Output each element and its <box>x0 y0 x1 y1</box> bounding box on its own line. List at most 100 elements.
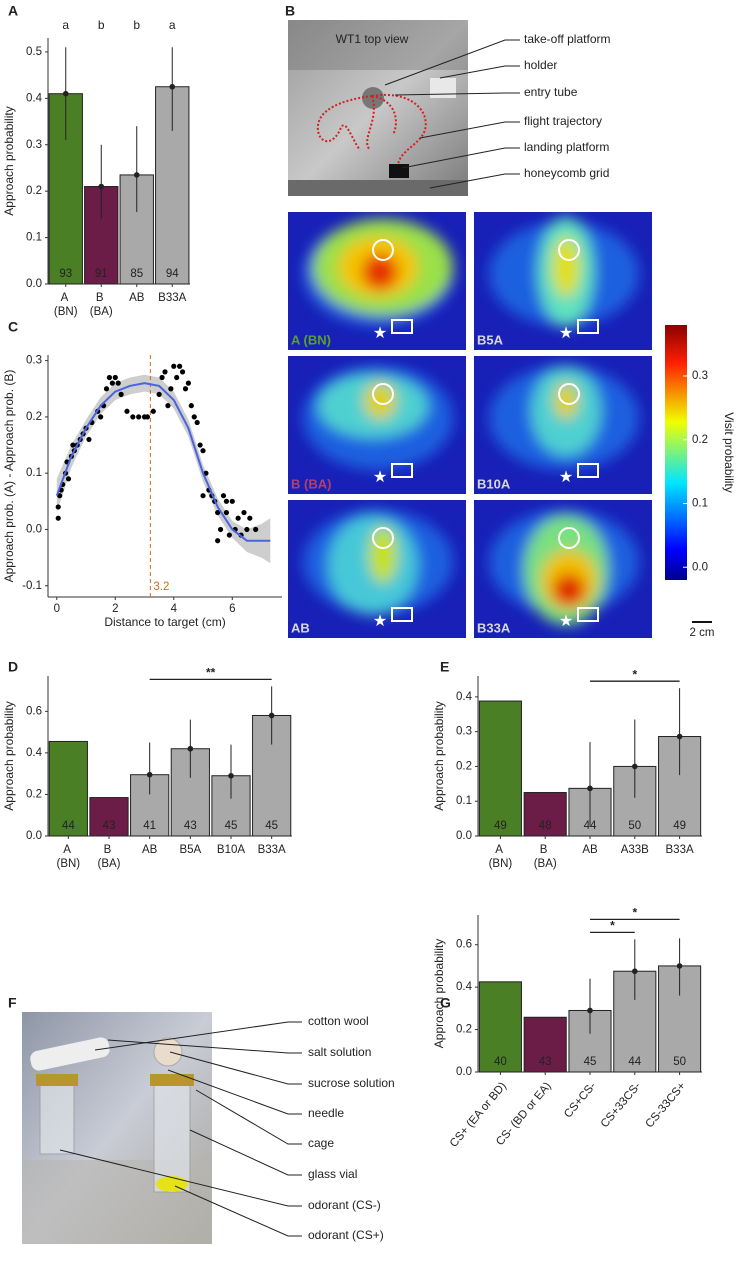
point <box>229 498 235 504</box>
x-tick-label: B5A <box>179 844 201 856</box>
y-tick-label: 0.4 <box>456 981 473 993</box>
callout-label: odorant (CS+) <box>308 1228 384 1242</box>
landing-marker <box>391 607 413 622</box>
heatmap-blobs <box>303 510 453 615</box>
landing-marker <box>577 463 599 478</box>
n-label: 49 <box>494 820 507 832</box>
mean-point <box>187 745 194 752</box>
point <box>159 374 165 381</box>
point <box>177 363 183 369</box>
point <box>194 419 200 426</box>
y-tick-label: 0.3 <box>26 139 42 151</box>
point <box>223 509 230 516</box>
mean-point <box>676 733 683 740</box>
point <box>200 493 206 499</box>
x-tick-label: AB <box>582 844 598 856</box>
y-tick-label: 0.4 <box>456 691 473 703</box>
x-tick-label: AB <box>142 844 158 856</box>
heatmap: ★ AB <box>288 500 466 638</box>
bar <box>478 981 522 1073</box>
x-tick-label: 4 <box>171 603 178 615</box>
y-axis-label: Approach probability <box>432 939 446 1048</box>
callout-label: flight trajectory <box>524 114 602 128</box>
n-label: 43 <box>539 1056 552 1068</box>
callout-line <box>394 92 520 96</box>
callout-line <box>419 121 520 139</box>
star-marker: ★ <box>373 469 387 486</box>
y-axis-label: Approach probability <box>432 701 446 810</box>
x-tick-label: B (BA) <box>90 292 113 318</box>
callout-label: honeycomb grid <box>524 166 609 180</box>
x-tick-label: AB <box>129 292 145 304</box>
point <box>235 515 241 521</box>
point <box>179 369 186 375</box>
n-label: 50 <box>673 1056 686 1068</box>
heatmap-blobs <box>303 219 453 326</box>
heatmap: ★ B (BA) <box>288 356 466 494</box>
point <box>118 391 124 397</box>
blob <box>552 237 580 297</box>
significance-label: ** <box>206 666 216 680</box>
y-tick-label: 0.2 <box>456 1024 472 1036</box>
callout-label: take-off platform <box>524 32 610 46</box>
group-label: a <box>62 18 69 32</box>
x-tick-label: B33A <box>666 844 694 856</box>
blob <box>553 574 585 606</box>
point <box>162 369 168 375</box>
y-tick-label: 0.2 <box>26 788 42 800</box>
point <box>215 538 221 544</box>
mean-point <box>587 785 593 792</box>
point <box>86 436 92 443</box>
x-tick-label: B10A <box>217 844 245 856</box>
n-label: 45 <box>265 820 278 832</box>
mean-point <box>676 963 683 969</box>
heatmap-label: A (BN) <box>291 332 331 347</box>
point <box>226 532 232 538</box>
y-tick-label: 0.1 <box>26 467 42 479</box>
x-tick-label: A (BN) <box>489 844 513 870</box>
callout-line <box>169 1051 302 1085</box>
group-label: a <box>169 18 176 32</box>
entry-marker <box>558 239 580 261</box>
heatmap: ★ A (BN) <box>288 212 466 350</box>
x-tick-label: CS+33CS- <box>599 1080 644 1130</box>
heatmap: ★ B33A <box>474 500 652 638</box>
y-tick-label: 0.0 <box>456 830 472 842</box>
star-marker: ★ <box>559 325 573 342</box>
scale-label: 2 cm <box>690 627 715 639</box>
panel-letter: D <box>8 659 18 675</box>
entry-marker <box>372 239 394 261</box>
n-label: 43 <box>184 820 197 832</box>
n-label: 44 <box>628 1056 641 1068</box>
x-tick-label: CS-33CS+ <box>643 1080 688 1130</box>
group-label: b <box>133 18 140 32</box>
mean-point <box>98 183 105 190</box>
x-tick-label: A (BN) <box>54 292 78 318</box>
panel-letter: C <box>8 319 18 335</box>
star-marker: ★ <box>559 613 573 630</box>
point <box>115 380 121 386</box>
blob <box>554 383 578 419</box>
point <box>70 442 76 448</box>
x-tick-label: A (BN) <box>57 844 81 870</box>
callout-label: cotton wool <box>308 1014 369 1028</box>
n-label: 50 <box>628 820 641 832</box>
point <box>144 414 151 420</box>
n-label: 94 <box>166 268 179 280</box>
landing-marker <box>577 607 599 622</box>
point <box>106 374 113 381</box>
y-tick-label: 0.6 <box>456 939 472 951</box>
point <box>185 380 191 386</box>
significance-label: * <box>632 667 637 681</box>
callout-line <box>107 1039 302 1054</box>
point <box>65 476 72 482</box>
callout-line <box>195 1089 302 1145</box>
colorbar-label: Visit probability <box>722 412 736 492</box>
point <box>150 408 156 414</box>
point <box>171 363 177 369</box>
colorbar-tick-label: 0.1 <box>692 498 708 510</box>
point <box>156 391 162 397</box>
point <box>191 414 197 420</box>
y-tick-label: -0.1 <box>22 580 42 592</box>
